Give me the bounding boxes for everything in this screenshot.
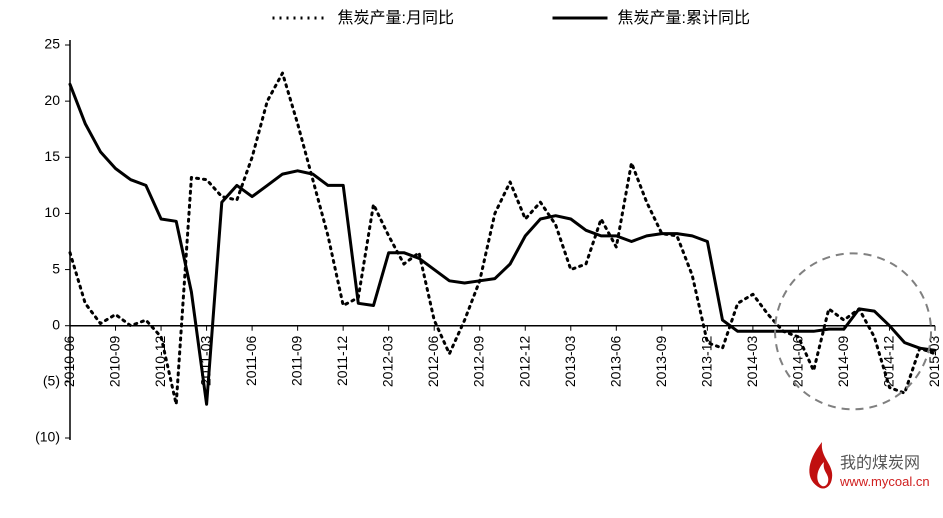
y-tick-label: 10 (44, 204, 60, 220)
x-tick-label: 2010-12 (152, 336, 168, 388)
x-tick-label: 2013-09 (653, 336, 669, 388)
x-tick-label: 2011-09 (289, 336, 305, 387)
y-tick-label: 5 (52, 260, 60, 276)
x-tick-label: 2015-03 (926, 336, 942, 388)
y-tick-label: 0 (52, 316, 60, 332)
x-tick-label: 2014-09 (835, 336, 851, 388)
y-tick-label: 15 (44, 148, 60, 164)
flame-icon (809, 442, 832, 489)
x-tick-label: 2012-09 (471, 336, 487, 388)
x-tick-label: 2013-03 (562, 336, 578, 388)
x-tick-label: 2014-06 (789, 336, 805, 388)
x-tick-label: 2011-12 (334, 336, 350, 387)
x-tick-label: 2010-06 (61, 336, 77, 388)
x-tick-label: 2011-06 (243, 336, 259, 387)
x-tick-label: 2014-03 (744, 336, 760, 388)
y-tick-label: 20 (44, 92, 60, 108)
x-tick-label: 2012-12 (516, 336, 532, 388)
coke-output-yoy-chart: (10) (5) 0 5 10 15 20 25 2010-06 2010-09 2010-12 20… (0, 0, 943, 518)
watermark-url: www.mycoal.cn (839, 474, 930, 489)
legend-label-cumulative: 焦炭产量:累计同比 (618, 9, 750, 27)
x-tick-label: 2012-03 (380, 336, 396, 388)
y-tick-label: (5) (43, 373, 60, 389)
y-tick-label: 25 (44, 36, 60, 52)
legend-label-monthly: 焦炭产量:月同比 (338, 9, 454, 27)
x-tick-label: 2012-06 (425, 336, 441, 388)
x-tick-label: 2013-06 (607, 336, 623, 388)
watermark-brand: 我的煤炭网 (840, 454, 920, 472)
x-tick-label: 2010-09 (107, 336, 123, 388)
y-tick-label: (10) (35, 429, 60, 445)
